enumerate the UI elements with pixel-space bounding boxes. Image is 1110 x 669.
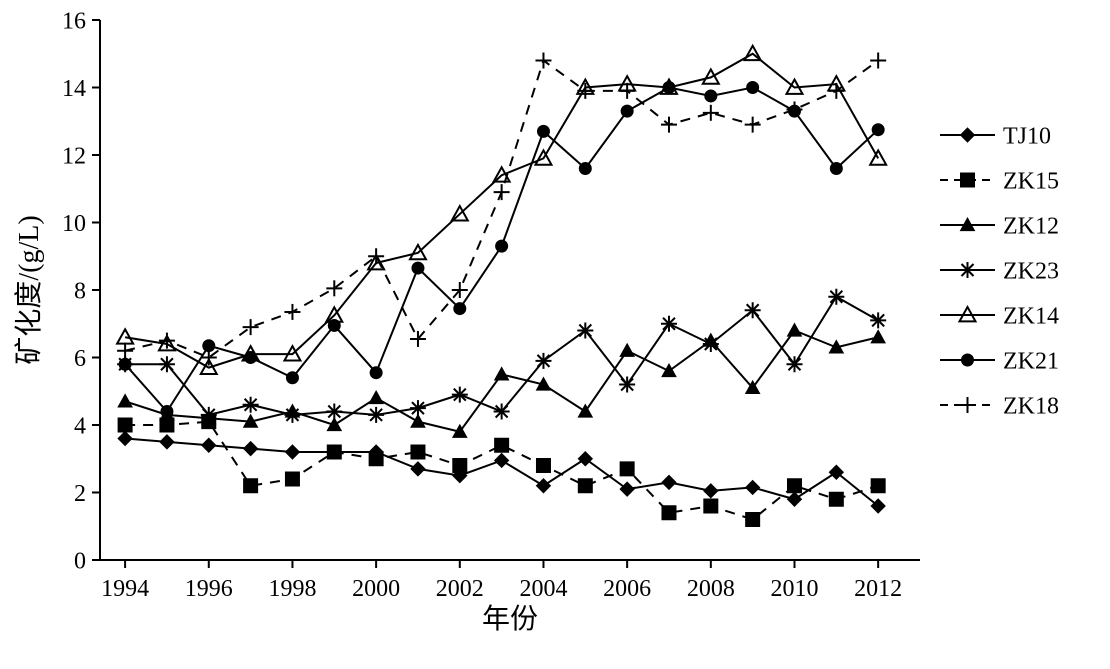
svg-text:ZK23: ZK23: [1003, 258, 1059, 284]
svg-text:4: 4: [74, 413, 86, 439]
svg-text:ZK14: ZK14: [1003, 303, 1059, 329]
svg-text:10: 10: [62, 211, 86, 237]
svg-text:年份: 年份: [482, 603, 538, 635]
svg-text:14: 14: [62, 76, 86, 102]
svg-text:1998: 1998: [268, 576, 316, 602]
svg-text:ZK12: ZK12: [1003, 213, 1059, 239]
svg-text:2008: 2008: [687, 576, 735, 602]
svg-text:1994: 1994: [101, 576, 149, 602]
svg-text:16: 16: [62, 8, 86, 34]
svg-text:2: 2: [74, 481, 86, 507]
svg-text:6: 6: [74, 346, 86, 372]
svg-text:ZK18: ZK18: [1003, 393, 1059, 419]
svg-text:矿化度/(g/L): 矿化度/(g/L): [13, 215, 45, 364]
svg-text:2004: 2004: [519, 576, 567, 602]
svg-text:12: 12: [62, 143, 86, 169]
svg-text:0: 0: [74, 548, 86, 574]
svg-text:1996: 1996: [185, 576, 233, 602]
mineralization-chart: 1994199619982000200220042006200820102012…: [0, 0, 1110, 669]
svg-text:2006: 2006: [603, 576, 651, 602]
svg-text:2000: 2000: [352, 576, 400, 602]
svg-text:ZK15: ZK15: [1003, 168, 1059, 194]
svg-text:2012: 2012: [854, 576, 902, 602]
chart-svg: 1994199619982000200220042006200820102012…: [0, 0, 1110, 669]
svg-text:ZK21: ZK21: [1003, 348, 1059, 374]
svg-text:8: 8: [74, 278, 86, 304]
svg-text:TJ10: TJ10: [1003, 123, 1051, 149]
svg-text:2010: 2010: [770, 576, 818, 602]
svg-text:2002: 2002: [436, 576, 484, 602]
